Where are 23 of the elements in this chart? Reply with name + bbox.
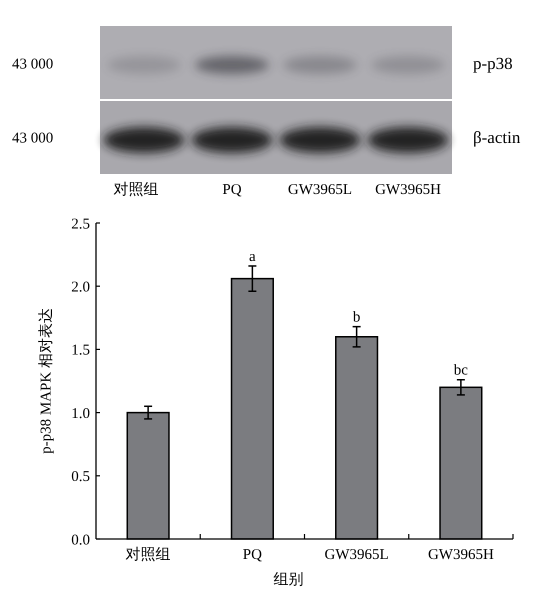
y-tick-label: 0.0 (71, 532, 90, 548)
x-tick-label: GW3965L (324, 547, 389, 563)
y-axis-title: p-p38 MAPK 相对表达 (37, 308, 54, 454)
y-tick-label: 2.5 (71, 216, 90, 232)
text: PQ (222, 182, 242, 198)
x-axis-title: 组别 (274, 571, 304, 588)
text: 43 000 (12, 130, 54, 146)
annotation: a (249, 248, 256, 265)
text: 43 000 (12, 56, 54, 72)
x-tick-label: GW3965H (428, 547, 494, 563)
text: β-actin (473, 128, 521, 147)
annotation: bc (454, 362, 468, 379)
text: GW3965L (288, 182, 352, 198)
y-tick-label: 1.0 (71, 406, 90, 422)
text: 对照组 (114, 181, 158, 198)
text: GW3965H (375, 182, 442, 198)
y-tick-label: 0.5 (71, 469, 90, 486)
x-tick-label: 对照组 (126, 546, 171, 563)
y-tick-label: 2.0 (71, 279, 90, 296)
annotation: b (352, 310, 360, 326)
x-tick-label: PQ (242, 547, 262, 563)
text: p-p38 (473, 54, 513, 73)
y-tick-label: 1.5 (71, 342, 90, 359)
